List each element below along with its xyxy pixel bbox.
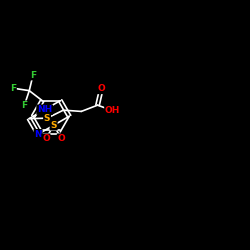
Text: O: O: [98, 84, 105, 94]
Text: S: S: [50, 121, 57, 130]
Text: N: N: [34, 130, 42, 139]
Text: F: F: [30, 71, 36, 80]
Text: F: F: [10, 84, 16, 93]
Text: F: F: [21, 101, 27, 110]
Text: S: S: [44, 114, 50, 123]
Text: OH: OH: [105, 106, 120, 115]
Text: O: O: [42, 134, 50, 143]
Text: O: O: [58, 134, 65, 143]
Text: NH: NH: [37, 105, 52, 114]
